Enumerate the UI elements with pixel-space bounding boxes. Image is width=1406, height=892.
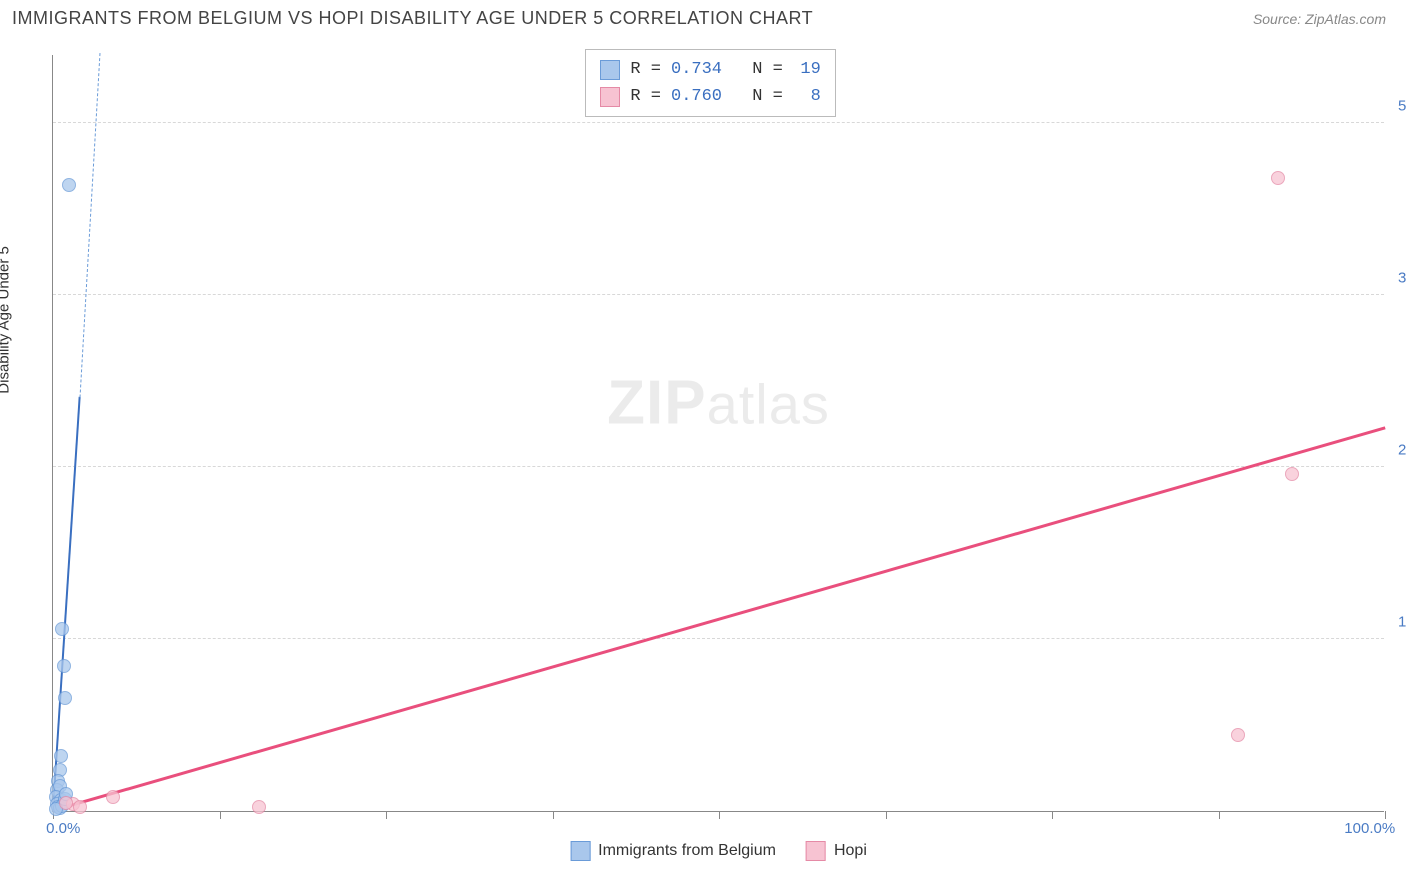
watermark-bold: ZIP: [607, 368, 706, 437]
gridline: [53, 294, 1384, 295]
legend-swatch: [600, 60, 620, 80]
gridline: [53, 466, 1384, 467]
r-value: 0.734: [671, 56, 722, 83]
x-tick-label: 0.0%: [46, 820, 80, 837]
watermark-light: atlas: [707, 372, 830, 435]
data-point: [252, 800, 266, 814]
r-label: R =: [630, 83, 661, 110]
x-tick-label: 100.0%: [1344, 820, 1395, 837]
n-value: 8: [793, 83, 821, 110]
legend-swatch: [600, 87, 620, 107]
y-axis-label: Disability Age Under 5: [0, 246, 13, 394]
r-label: R =: [630, 56, 661, 83]
x-tick: [553, 811, 554, 819]
data-point: [106, 790, 120, 804]
x-tick: [719, 811, 720, 819]
x-tick: [1219, 811, 1220, 819]
data-point: [58, 691, 72, 705]
y-tick-label: 12.5%: [1390, 613, 1406, 630]
data-point: [54, 749, 68, 763]
chart-title: IMMIGRANTS FROM BELGIUM VS HOPI DISABILI…: [12, 8, 813, 29]
legend-swatch: [806, 841, 826, 861]
n-label: N =: [752, 83, 783, 110]
data-point: [55, 622, 69, 636]
n-value: 19: [793, 56, 821, 83]
legend-swatch: [570, 841, 590, 861]
n-label: N =: [752, 56, 783, 83]
x-tick: [1052, 811, 1053, 819]
correlation-legend: R = 0.734 N = 19 R = 0.760 N = 8: [585, 49, 835, 117]
gridline: [53, 638, 1384, 639]
watermark: ZIPatlas: [607, 367, 830, 438]
legend-row: R = 0.734 N = 19: [600, 56, 820, 83]
legend-row: R = 0.760 N = 8: [600, 83, 820, 110]
x-tick: [1385, 811, 1386, 819]
y-tick-label: 37.5%: [1390, 269, 1406, 286]
data-point: [62, 178, 76, 192]
chart-container: Disability Age Under 5 ZIPatlas R =0.734…: [12, 45, 1394, 872]
r-value: 0.760: [671, 83, 722, 110]
data-point: [59, 796, 73, 810]
y-tick-label: 25.0%: [1390, 441, 1406, 458]
data-point: [57, 659, 71, 673]
x-tick: [220, 811, 221, 819]
plot-area: ZIPatlas R =0.734 N =19R =0.760 N =8 Imm…: [52, 55, 1384, 812]
series-legend: Immigrants from Belgium Hopi: [570, 841, 867, 861]
data-point: [1285, 467, 1299, 481]
source-attribution: Source: ZipAtlas.com: [1253, 11, 1386, 27]
y-tick-label: 50.0%: [1390, 97, 1406, 114]
x-tick: [386, 811, 387, 819]
data-point: [1271, 171, 1285, 185]
trendline-extrapolation: [79, 53, 100, 397]
gridline: [53, 122, 1384, 123]
series-name: Immigrants from Belgium: [598, 842, 776, 860]
trendline: [52, 397, 81, 810]
series-legend-item: Hopi: [806, 841, 867, 861]
series-name: Hopi: [834, 842, 867, 860]
x-tick: [886, 811, 887, 819]
data-point: [73, 800, 87, 814]
series-legend-item: Immigrants from Belgium: [570, 841, 776, 861]
trendline: [53, 426, 1386, 811]
data-point: [1231, 728, 1245, 742]
